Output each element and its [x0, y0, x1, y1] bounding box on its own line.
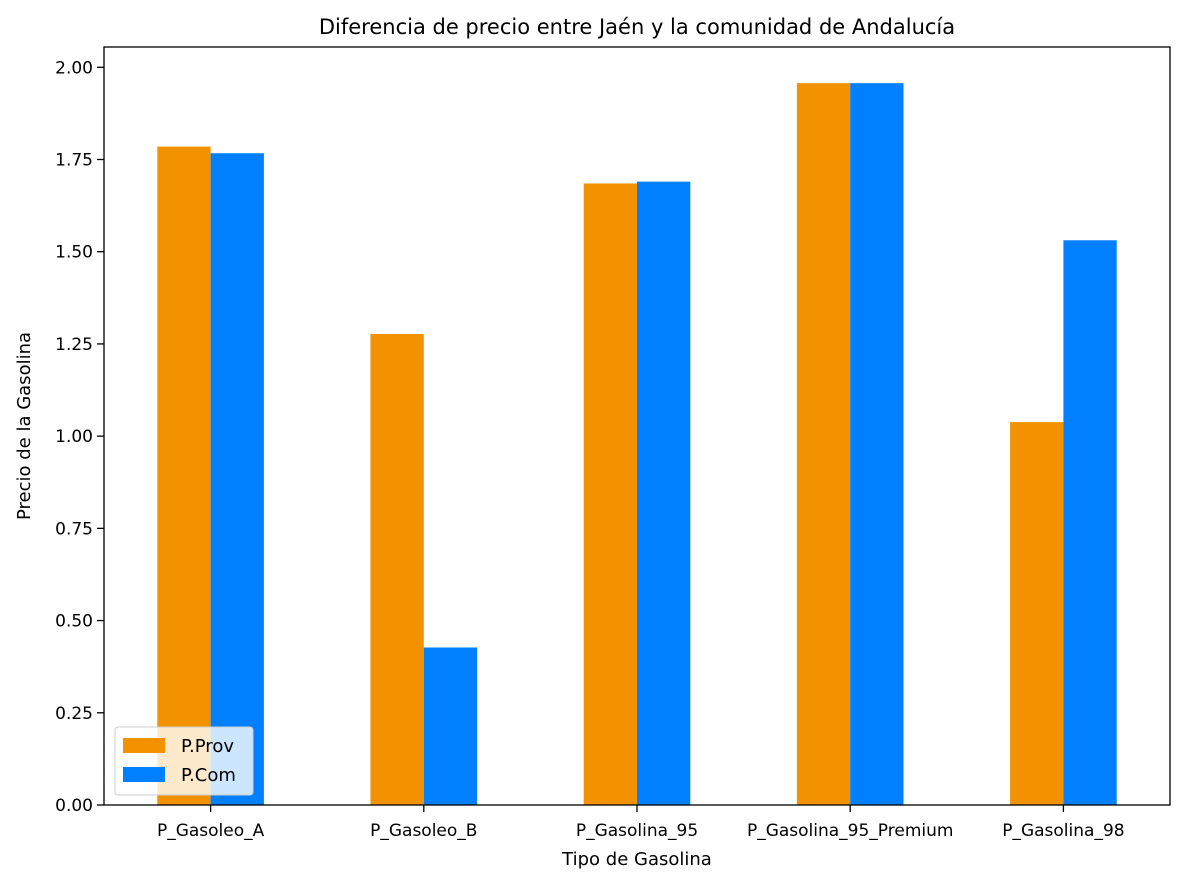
x-tick-label: P_Gasolina_98 — [1002, 821, 1124, 841]
legend-swatch-p-prov — [123, 738, 165, 753]
plot-area: 0.00 0.25 0.50 0.75 1.00 1.25 1.50 1.75 2.00 P_G… — [55, 46, 1171, 841]
y-tick-label: 0.25 — [55, 704, 93, 724]
bar-p-com-p-gasolina-95 — [637, 181, 691, 806]
x-tick-label: P_Gasolina_95 — [576, 821, 698, 841]
bar-p-com-p-gasoleo-a — [210, 153, 264, 805]
y-tick-label: 1.75 — [55, 151, 93, 171]
y-tick-label: 1.25 — [55, 335, 93, 355]
bar-p-prov-p-gasoleo-b — [370, 333, 424, 805]
bar-p-com-p-gasolina-95-premium — [850, 83, 904, 805]
legend-label-p-prov: P.Prov — [181, 736, 234, 757]
x-axis: P_Gasoleo_A P_Gasoleo_B P_Gasolina_95 P_Gas… — [157, 805, 1125, 841]
bar-p-prov-p-gasolina-98 — [1010, 422, 1064, 805]
x-tick-label: P_Gasoleo_B — [370, 821, 477, 841]
y-tick-label: 1.50 — [55, 243, 93, 263]
y-tick-label: 0.75 — [55, 519, 93, 539]
bar-p-prov-p-gasolina-95-premium — [796, 83, 851, 805]
bars-group — [157, 83, 1117, 806]
legend-label-p-com: P.Com — [181, 765, 236, 786]
bar-p-com-p-gasolina-98 — [1063, 240, 1117, 806]
x-tick-label: P_Gasoleo_A — [157, 821, 265, 841]
bar-p-prov-p-gasolina-95 — [583, 183, 637, 806]
y-tick-label: 1.00 — [55, 427, 93, 447]
y-tick-label: 2.00 — [55, 58, 93, 78]
bar-p-prov-p-gasoleo-a — [157, 146, 211, 805]
x-tick-label: P_Gasolina_95_Premium — [747, 821, 954, 841]
x-axis-title: Tipo de Gasolina — [561, 849, 712, 870]
y-tick-label: 0.00 — [55, 796, 93, 816]
legend-swatch-p-com — [123, 767, 165, 782]
y-axis-title: Precio de la Gasolina — [14, 332, 35, 520]
legend: P.Prov P.Com — [114, 726, 254, 796]
bar-p-com-p-gasoleo-b — [423, 647, 478, 805]
chart-title: Diferencia de precio entre Jaén y la com… — [319, 15, 955, 39]
y-axis: 0.00 0.25 0.50 0.75 1.00 1.25 1.50 1.75 2.00 — [55, 58, 104, 816]
y-tick-label: 0.50 — [55, 612, 93, 632]
